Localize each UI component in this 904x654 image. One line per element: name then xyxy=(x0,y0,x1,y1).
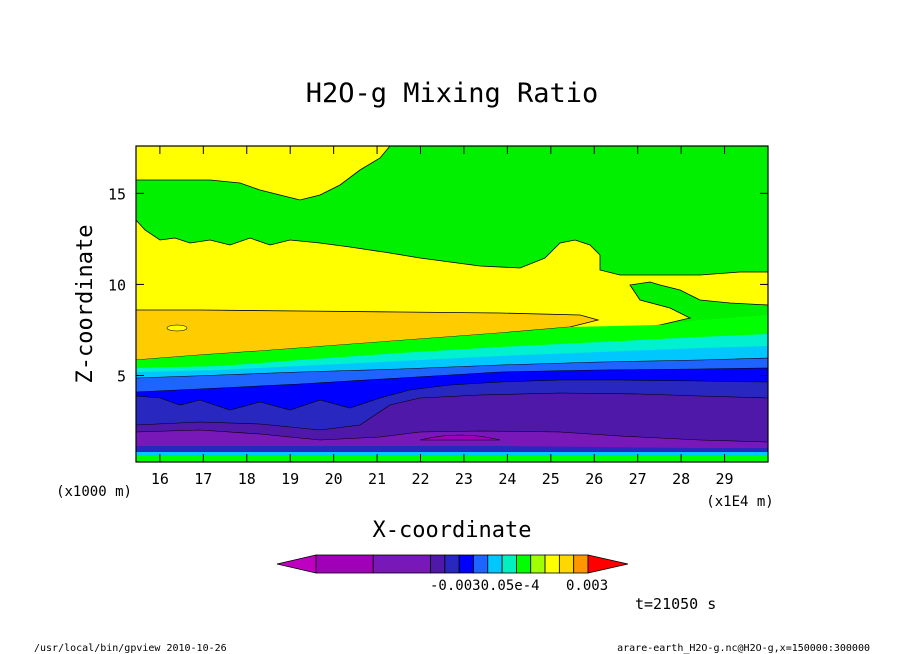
colorbar-swatch xyxy=(458,554,474,574)
x-tick-label: 28 xyxy=(672,470,690,488)
colorbar-swatch xyxy=(487,554,503,574)
x-tick-label: 16 xyxy=(151,470,169,488)
colorbar-swatch xyxy=(315,554,374,574)
x-tick-label: 25 xyxy=(542,470,560,488)
colorbar-swatch xyxy=(544,554,560,574)
contour-field xyxy=(136,146,768,462)
y-tick-label: 10 xyxy=(108,276,126,294)
y-axis-title: Z-coordinate xyxy=(73,225,98,384)
x-tick-label: 27 xyxy=(629,470,647,488)
colorbar-arrow-left xyxy=(276,554,317,574)
colorbar-swatch xyxy=(430,554,446,574)
x-tick-label: 17 xyxy=(194,470,212,488)
colorbar-swatch xyxy=(473,554,489,574)
plot-frame xyxy=(135,145,769,463)
region-yellow-islet xyxy=(166,324,188,332)
x-axis: 16 17 18 19 20 21 22 23 24 25 26 27 28 29 xyxy=(151,146,734,488)
y-tick-label: 5 xyxy=(117,367,126,385)
region-bottom-cyan xyxy=(136,452,768,456)
colorbar-swatch xyxy=(573,554,589,574)
region-yellow-top xyxy=(136,146,391,201)
x-tick-label: 24 xyxy=(498,470,516,488)
colorbar-label-right: 0.003 xyxy=(566,578,608,594)
x-tick-label: 26 xyxy=(585,470,603,488)
colorbar-swatch xyxy=(558,554,575,574)
colorbar-swatch xyxy=(516,554,532,574)
x-unit-label: (x1E4 m) xyxy=(706,494,773,510)
x-tick-label: 19 xyxy=(281,470,299,488)
colorbar-swatch xyxy=(530,554,546,574)
footer-path: /usr/local/bin/gpview 2010-10-26 xyxy=(34,643,227,654)
region-bottom-green xyxy=(136,456,768,462)
colorbar-label-left: -0.0030.05e-4 xyxy=(430,578,540,594)
time-label: t=21050 s xyxy=(635,595,716,613)
colorbar xyxy=(276,554,629,574)
x-tick-label: 29 xyxy=(716,470,734,488)
colorbar-swatch xyxy=(372,554,431,574)
x-tick-label: 21 xyxy=(368,470,386,488)
region-purple-patch xyxy=(419,434,501,441)
y-axis: 5 10 15 xyxy=(108,185,768,385)
x-tick-label: 20 xyxy=(325,470,343,488)
y-tick-label: 15 xyxy=(108,185,126,203)
colorbar-arrow-right xyxy=(587,554,629,574)
x-axis-title: X-coordinate xyxy=(373,518,532,543)
colorbar-swatch xyxy=(444,554,460,574)
footer-source: arare-earth_H2O-g.nc@H2O-g,x=150000:3000… xyxy=(617,643,870,654)
x-tick-label: 18 xyxy=(238,470,256,488)
x-tick-label: 22 xyxy=(411,470,429,488)
x-tick-label: 23 xyxy=(455,470,473,488)
y-unit-label: (x1000 m) xyxy=(56,484,132,500)
chart-title: H2O-g Mixing Ratio xyxy=(306,78,599,109)
colorbar-swatch xyxy=(501,554,517,574)
